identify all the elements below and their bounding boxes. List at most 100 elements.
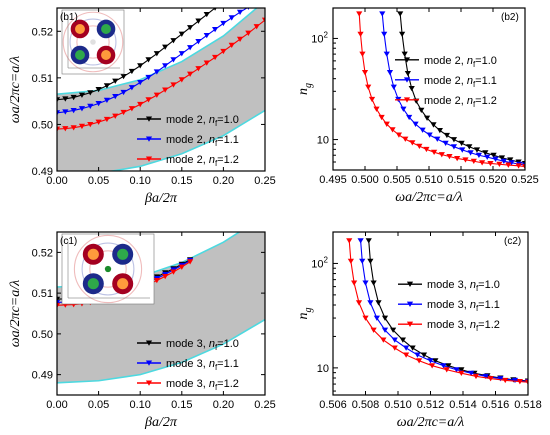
data-point bbox=[490, 152, 497, 159]
data-point bbox=[450, 144, 458, 150]
data-point bbox=[412, 121, 419, 127]
data-point bbox=[57, 110, 61, 116]
x-tick-label: 0.00 bbox=[46, 399, 67, 411]
series-3 bbox=[346, 238, 528, 385]
legend-item: mode 2, nf=1.2 bbox=[395, 95, 497, 109]
y-axis-label: ng bbox=[296, 308, 314, 320]
data-point bbox=[496, 161, 503, 168]
data-point bbox=[87, 121, 94, 128]
panel-b2: 0.495 0.500 0.505 0.510 0.515 0.520 0.525 10 102… bbox=[296, 7, 539, 205]
data-point bbox=[187, 71, 194, 77]
data-point bbox=[395, 132, 403, 138]
data-point bbox=[95, 87, 102, 93]
data-point bbox=[401, 51, 408, 57]
data-point bbox=[357, 238, 364, 244]
y-tick-label: 0.49 bbox=[32, 166, 53, 178]
data-point bbox=[430, 122, 437, 128]
data-point bbox=[487, 376, 494, 382]
data-point bbox=[502, 377, 509, 384]
x-tick-label: 0.514 bbox=[449, 399, 477, 411]
x-tick-label: 0.505 bbox=[383, 174, 411, 186]
x-tick-label: 0.510 bbox=[384, 399, 412, 411]
data-point bbox=[440, 363, 447, 369]
data-point bbox=[414, 352, 421, 358]
data-point bbox=[380, 337, 387, 343]
legend-item: mode 3, nf=1.0 bbox=[398, 279, 500, 293]
y-tick-label: 0.51 bbox=[32, 288, 53, 300]
data-point bbox=[391, 337, 398, 343]
y-tick-label: 0.52 bbox=[32, 247, 53, 259]
x-tick-label: 0.05 bbox=[88, 175, 109, 187]
legend-marker bbox=[145, 360, 153, 366]
data-point bbox=[220, 48, 227, 55]
panel-label: (b1) bbox=[60, 12, 78, 23]
data-point bbox=[170, 38, 177, 44]
data-point bbox=[445, 363, 452, 369]
x-tick-label: 0.20 bbox=[213, 175, 234, 187]
y-tick-label: 0.52 bbox=[32, 26, 53, 38]
series-line bbox=[381, 13, 525, 166]
panel-label: (b2) bbox=[501, 12, 519, 23]
data-point bbox=[228, 42, 235, 49]
data-point bbox=[419, 127, 426, 133]
data-point bbox=[400, 106, 407, 112]
data-point bbox=[195, 18, 202, 24]
data-point bbox=[370, 327, 377, 333]
data-point bbox=[429, 363, 436, 369]
data-point bbox=[475, 152, 483, 159]
legend: mode 3, nf=1.0 mode 3, nf=1.1 mode 3, nf=1… bbox=[137, 338, 239, 392]
legend-item: mode 2, nf=1.0 bbox=[137, 114, 239, 128]
data-point bbox=[409, 345, 416, 351]
data-point bbox=[145, 74, 152, 81]
data-point bbox=[137, 80, 144, 86]
data-point bbox=[386, 70, 394, 76]
data-point bbox=[195, 66, 202, 72]
data-point bbox=[57, 300, 61, 306]
series-3 bbox=[356, 11, 525, 170]
data-point bbox=[507, 157, 514, 163]
data-point bbox=[524, 379, 528, 385]
data-point bbox=[220, 20, 227, 27]
data-point bbox=[178, 31, 185, 37]
data-point bbox=[399, 337, 406, 343]
x-tick-label: 0.510 bbox=[415, 174, 443, 186]
data-point bbox=[403, 345, 410, 351]
field-profile-inset bbox=[61, 233, 155, 305]
data-point bbox=[484, 154, 491, 160]
data-point bbox=[368, 96, 376, 103]
data-point bbox=[203, 32, 210, 39]
x-tick-label: 0.512 bbox=[417, 399, 445, 411]
data-point bbox=[128, 85, 135, 91]
data-point bbox=[390, 327, 397, 333]
data-point bbox=[228, 15, 235, 21]
legend-label: mode 3, nf=1.2 bbox=[427, 319, 500, 333]
data-point bbox=[420, 352, 428, 358]
plot-area bbox=[57, 0, 265, 171]
data-point bbox=[373, 106, 380, 112]
data-point bbox=[103, 116, 111, 123]
y-tick-label: 102 bbox=[311, 255, 328, 270]
data-point bbox=[137, 101, 144, 108]
legend-label: mode 2, nf=1.2 bbox=[166, 154, 239, 168]
data-point bbox=[87, 103, 94, 110]
plot-area bbox=[346, 238, 528, 385]
data-point bbox=[416, 358, 423, 364]
data-point bbox=[213, 8, 217, 11]
x-axis-label: βa/2π bbox=[144, 191, 178, 206]
series-1 bbox=[57, 0, 226, 103]
legend-marker bbox=[406, 321, 414, 327]
data-point bbox=[458, 367, 465, 373]
legend-label: mode 3, nf=1.0 bbox=[427, 279, 500, 293]
data-point bbox=[347, 258, 354, 265]
data-point bbox=[170, 269, 177, 275]
data-point bbox=[515, 163, 522, 169]
data-point bbox=[359, 258, 366, 265]
data-point bbox=[406, 114, 413, 121]
x-tick-label: 0.25 bbox=[254, 399, 275, 411]
data-point bbox=[95, 119, 102, 125]
data-point bbox=[153, 278, 160, 284]
data-point bbox=[220, 0, 226, 4]
data-point bbox=[466, 144, 473, 150]
data-point bbox=[103, 83, 111, 89]
data-point bbox=[381, 315, 389, 321]
